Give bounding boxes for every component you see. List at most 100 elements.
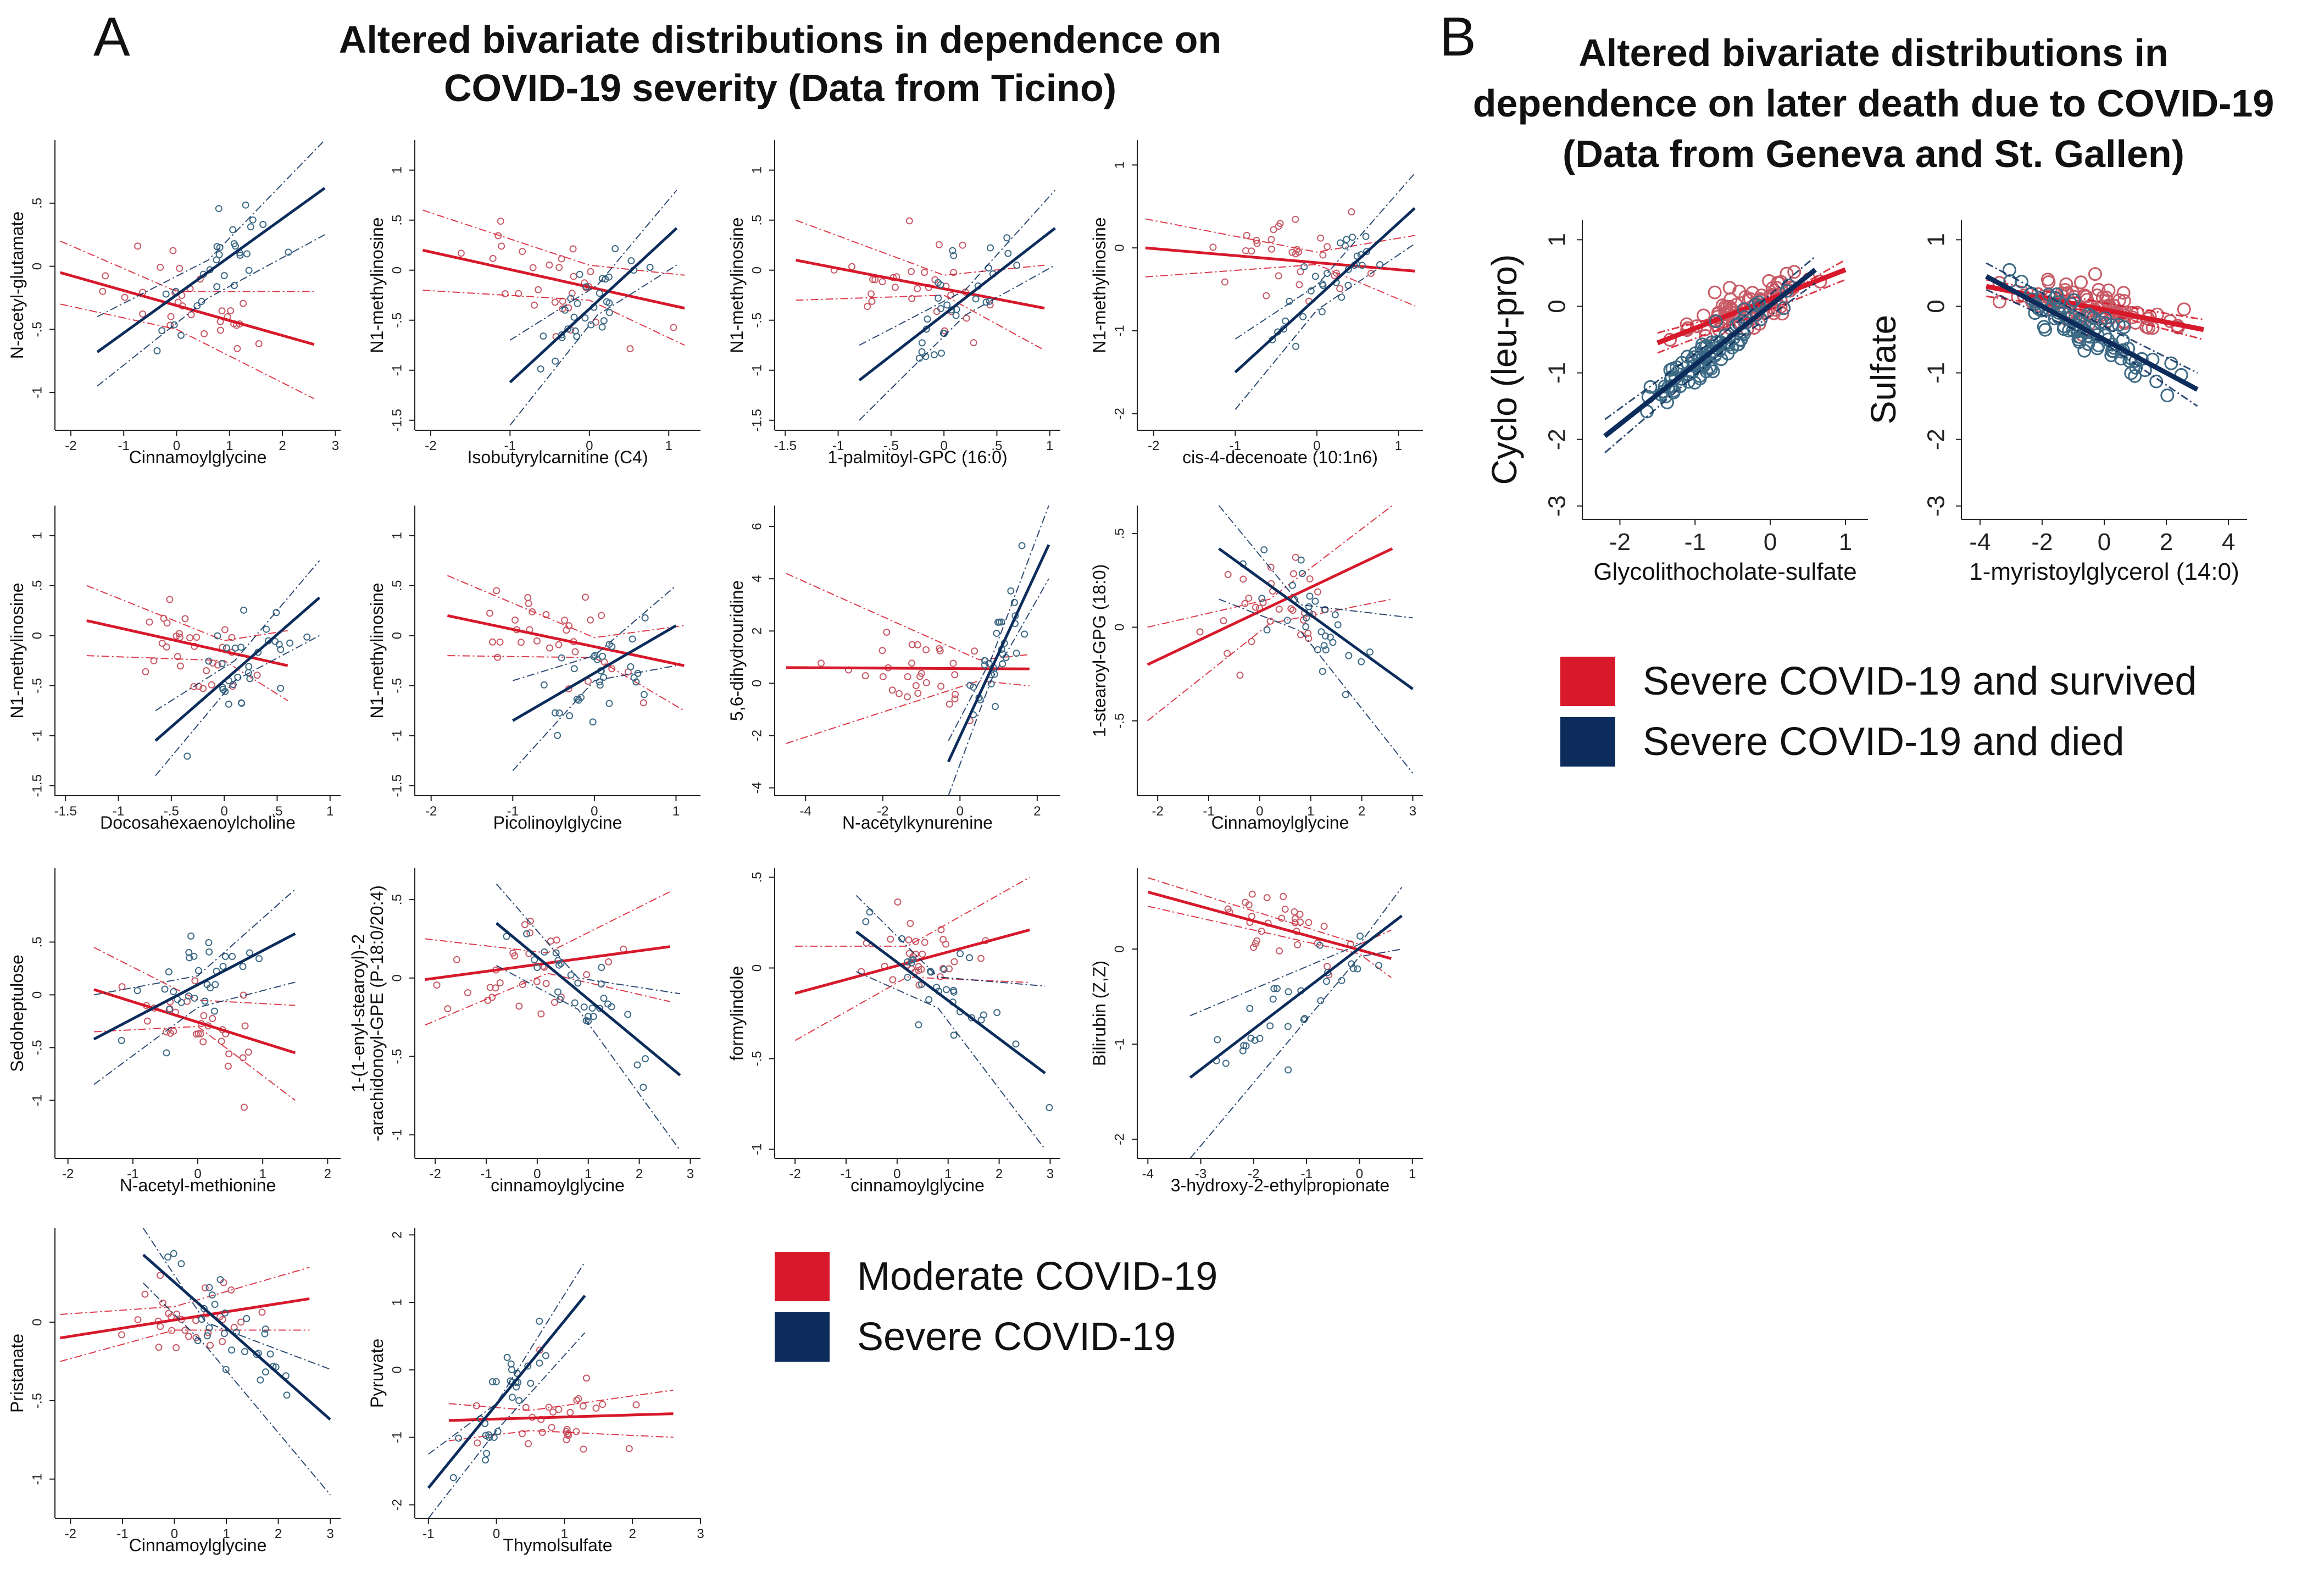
scatter-point	[904, 958, 911, 965]
scatter-point	[245, 663, 253, 670]
y-tick-label: -2	[1923, 429, 1950, 450]
y-tick-label: -1.5	[390, 774, 405, 797]
scatter-point	[1281, 906, 1289, 913]
scatter-point	[213, 256, 220, 264]
scatter-point	[864, 303, 871, 310]
panel-b-legend: Severe COVID-19 and survived Severe COVI…	[1560, 651, 2197, 772]
x-tick-label: 1	[226, 439, 233, 453]
scatter-point	[1258, 595, 1266, 602]
scatter-point	[598, 323, 606, 331]
y-tick-label: 0	[1113, 244, 1127, 251]
scatter-point	[503, 1353, 511, 1361]
y-tick-label: 2	[750, 628, 765, 635]
scatter-point	[1010, 598, 1018, 606]
scatter-point	[1322, 646, 1330, 654]
scatter-point	[947, 291, 955, 299]
ci-lower-line	[856, 971, 1046, 1150]
y-tick-label: 0	[1113, 624, 1127, 631]
ci-upper-line	[859, 190, 1056, 346]
scatter-point	[1303, 614, 1310, 621]
scatter-point	[1239, 575, 1247, 583]
scatter-point	[193, 634, 201, 641]
legend-swatch-died	[1560, 717, 1615, 767]
fit-line	[422, 248, 685, 310]
scatter-point	[1252, 940, 1259, 947]
scatter-point	[2074, 275, 2088, 290]
scatter-point	[537, 365, 544, 373]
scatter-point	[551, 998, 558, 1006]
scatter-point	[542, 980, 550, 987]
y-tick-label: .5	[750, 872, 765, 883]
scatter-point	[887, 935, 894, 943]
scatter-point	[161, 985, 169, 993]
x-tick-label: -1	[1684, 529, 1706, 556]
scatter-point	[193, 302, 201, 310]
scatter-point	[181, 615, 189, 623]
scatter-point	[1267, 563, 1275, 571]
scatter-point	[599, 1401, 607, 1408]
scatter-point	[599, 674, 607, 681]
scatter-point	[1314, 646, 1321, 653]
scatter-point	[1704, 344, 1719, 358]
y-tick-label: -.5	[30, 1393, 45, 1408]
scatter-point	[1236, 672, 1244, 679]
scatter-point	[577, 693, 585, 701]
x-tick-label: -2	[429, 1167, 441, 1181]
x-tick-label: -1.5	[54, 804, 77, 819]
scatter-point	[567, 295, 575, 302]
scatter-point	[891, 284, 899, 291]
x-tick-label: -2	[789, 1167, 800, 1181]
scatter-point	[565, 622, 573, 630]
scatter-point	[574, 299, 581, 307]
x-axis-label: cinnamoylglycine	[491, 1175, 625, 1195]
scatter-point	[1280, 892, 1287, 900]
x-tick-label: 3	[1047, 1167, 1054, 1181]
y-tick-label: -1	[1113, 1039, 1127, 1050]
x-tick-label: 1	[665, 439, 672, 453]
scatter-point	[624, 1011, 632, 1018]
scatter-point	[573, 1396, 581, 1404]
scatter-point	[187, 311, 195, 319]
x-axis-label: Picolinoylglycine	[493, 813, 622, 833]
scatter-point	[561, 617, 569, 624]
scatter-point	[485, 1431, 493, 1439]
scatter-point	[241, 1022, 249, 1030]
fit-line	[1145, 246, 1415, 273]
scatter-point	[118, 1036, 125, 1044]
scatter-point	[1258, 928, 1265, 935]
scatter-point	[1248, 637, 1255, 645]
scatter-point	[1305, 919, 1313, 926]
scatter-point	[203, 667, 210, 674]
scatter-point	[1324, 969, 1332, 976]
scatter-point	[239, 1054, 247, 1062]
x-axis-label: 1-palmitoyl-GPC (16:0)	[827, 447, 1007, 467]
scatter-point	[200, 1305, 208, 1312]
scatter-point	[205, 1284, 213, 1291]
scatter-point	[237, 1318, 245, 1326]
scatter-point	[219, 686, 227, 693]
scatter-point	[533, 978, 541, 985]
scatter-point	[190, 682, 198, 690]
scatter-point	[1007, 587, 1015, 595]
scatter-point	[968, 1014, 975, 1022]
scatter-point	[218, 1037, 225, 1045]
scatter-point	[546, 644, 553, 652]
scatter-point	[950, 958, 958, 965]
scatter-point	[2139, 320, 2154, 334]
scatter-point	[162, 290, 170, 298]
scatter-point	[1021, 630, 1028, 638]
scatter-point	[200, 1012, 208, 1019]
scatter-point	[549, 1408, 557, 1416]
scatter-point	[817, 659, 825, 667]
scatter-point	[1748, 298, 1763, 312]
scatter-point	[605, 700, 613, 707]
y-tick-label: 1	[1923, 233, 1950, 246]
x-tick-label: 3	[332, 439, 339, 453]
scatter-point	[118, 1331, 126, 1339]
scatter-point	[1319, 251, 1327, 259]
scatter-point	[2177, 302, 2191, 317]
ci-lower-line	[1147, 598, 1393, 722]
y-axis-label: Bilirubin (Z,Z)	[1089, 961, 1109, 1066]
x-tick-label: 0	[1764, 529, 1777, 556]
scatter-point	[203, 1332, 211, 1340]
